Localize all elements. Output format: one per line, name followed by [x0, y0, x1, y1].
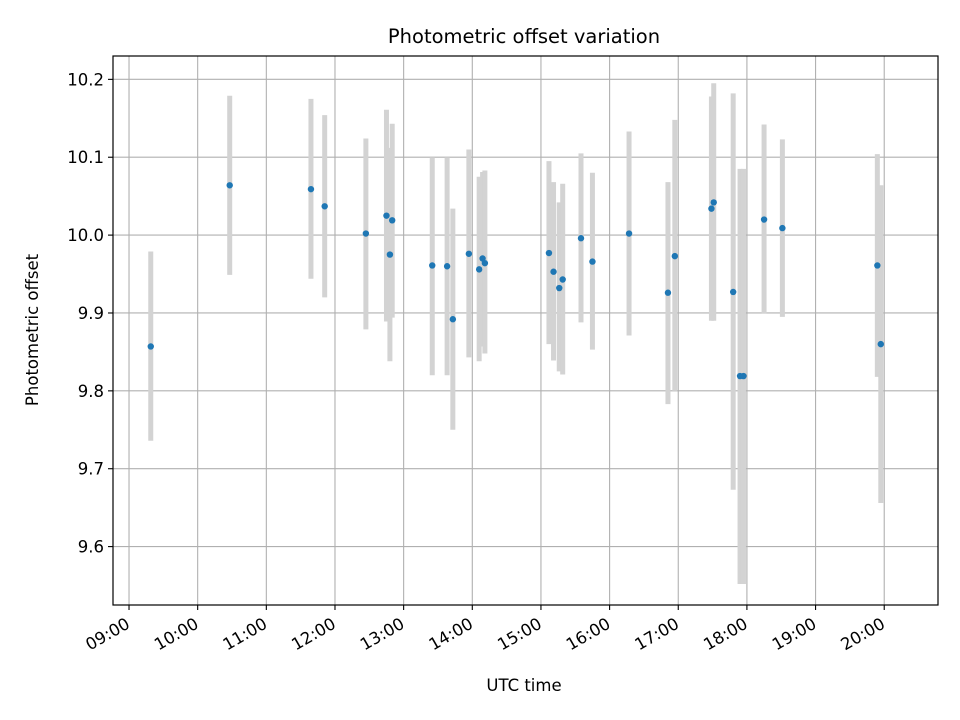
y-axis-label: Photometric offset [23, 253, 42, 406]
data-point [386, 251, 394, 258]
data-point [729, 288, 737, 296]
data-point [671, 252, 679, 260]
data-point [779, 224, 786, 232]
data-point [740, 372, 747, 380]
data-point [577, 235, 585, 242]
data-point [362, 230, 370, 237]
data-point [429, 262, 436, 269]
x-axis-label: UTC time [486, 676, 561, 695]
data-point [475, 266, 483, 273]
data-point [307, 185, 315, 193]
chart-title: Photometric offset variation [388, 25, 660, 48]
data-point [589, 258, 596, 265]
data-point [383, 212, 390, 219]
data-point [760, 216, 768, 223]
data-point [710, 199, 717, 206]
data-point [465, 250, 473, 257]
y-tick-label: 10.2 [67, 70, 104, 89]
y-tick-label: 9.7 [78, 460, 104, 479]
data-point [481, 259, 489, 267]
data-point [443, 263, 451, 270]
y-tick-label: 10.1 [67, 148, 104, 167]
data-point [559, 276, 566, 283]
plot-area-frame [112, 55, 939, 606]
y-tick-label: 9.8 [78, 382, 104, 401]
data-point [874, 262, 881, 269]
y-tick-label: 9.6 [78, 538, 104, 557]
data-points [147, 182, 884, 380]
data-point [556, 284, 563, 292]
data-point [664, 289, 672, 296]
data-point [708, 205, 715, 212]
y-tick-label: 9.9 [78, 304, 104, 323]
y-axis-ticks: 9.6 9.7 9.8 9.9 10.0 10.1 10.2 [67, 70, 113, 557]
grid [113, 56, 938, 605]
data-point [550, 268, 557, 275]
data-point [321, 203, 328, 210]
data-point [877, 340, 884, 348]
data-point [388, 217, 396, 224]
data-point [226, 182, 233, 189]
data-point [545, 249, 553, 257]
data-point [625, 230, 633, 237]
data-point [147, 343, 154, 350]
data-point [449, 316, 457, 323]
y-tick-label: 10.0 [67, 226, 104, 245]
